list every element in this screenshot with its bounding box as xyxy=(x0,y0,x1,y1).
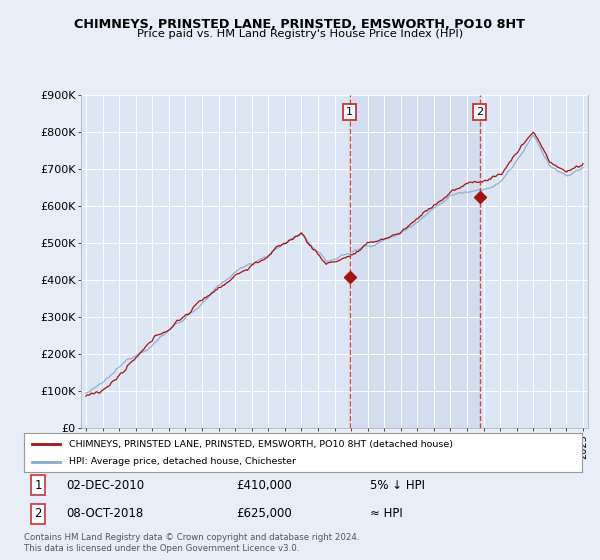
Text: £410,000: £410,000 xyxy=(236,479,292,492)
Bar xyxy=(350,95,480,428)
Text: Contains HM Land Registry data © Crown copyright and database right 2024.
This d: Contains HM Land Registry data © Crown c… xyxy=(24,533,359,553)
Text: HPI: Average price, detached house, Chichester: HPI: Average price, detached house, Chic… xyxy=(68,458,296,466)
Text: ≈ HPI: ≈ HPI xyxy=(370,507,403,520)
Text: £625,000: £625,000 xyxy=(236,507,292,520)
Text: CHIMNEYS, PRINSTED LANE, PRINSTED, EMSWORTH, PO10 8HT: CHIMNEYS, PRINSTED LANE, PRINSTED, EMSWO… xyxy=(74,18,526,31)
Text: 2: 2 xyxy=(476,107,484,117)
Text: CHIMNEYS, PRINSTED LANE, PRINSTED, EMSWORTH, PO10 8HT (detached house): CHIMNEYS, PRINSTED LANE, PRINSTED, EMSWO… xyxy=(68,440,452,449)
Text: 5% ↓ HPI: 5% ↓ HPI xyxy=(370,479,425,492)
Text: 2: 2 xyxy=(34,507,42,520)
Text: 1: 1 xyxy=(34,479,42,492)
Text: Price paid vs. HM Land Registry's House Price Index (HPI): Price paid vs. HM Land Registry's House … xyxy=(137,29,463,39)
Text: 08-OCT-2018: 08-OCT-2018 xyxy=(66,507,143,520)
Text: 1: 1 xyxy=(346,107,353,117)
Text: 02-DEC-2010: 02-DEC-2010 xyxy=(66,479,144,492)
